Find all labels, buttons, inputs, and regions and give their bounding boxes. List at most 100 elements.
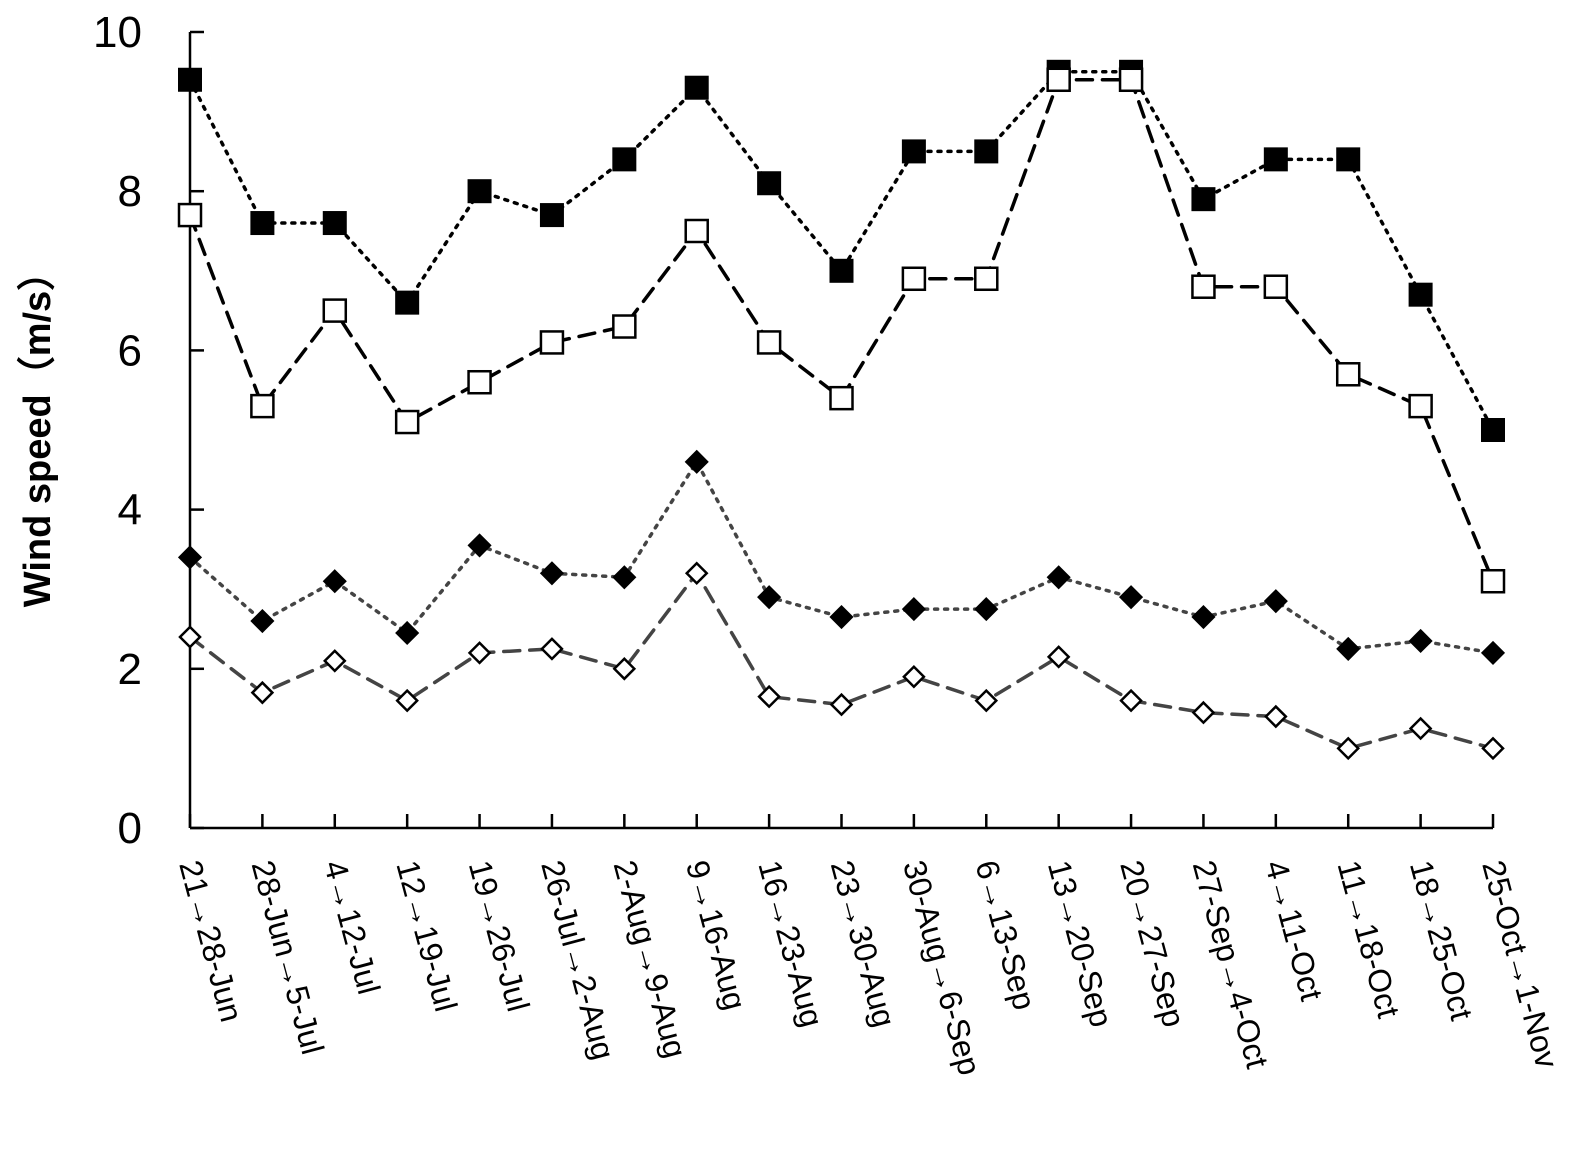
data-point [974, 597, 999, 622]
data-point [178, 625, 202, 649]
x-category-label: 4→12-Jul [317, 856, 387, 998]
data-point [539, 561, 565, 586]
data-point [684, 75, 709, 100]
data-point [829, 385, 854, 411]
y-tick-label: 0 [118, 804, 142, 853]
data-point [757, 171, 782, 196]
data-point [1336, 736, 1360, 761]
x-category-label: 28-Jun→5-Jul [245, 856, 331, 1058]
x-category-label: 16→23-Aug [751, 856, 830, 1030]
data-point [1336, 147, 1361, 172]
axes [188, 30, 1495, 830]
series-2 [177, 67, 1506, 594]
x-category-label: 25-Oct→1-Nov [1475, 856, 1565, 1071]
data-point [1191, 274, 1216, 299]
data-point [1336, 636, 1361, 661]
data-point [177, 545, 203, 570]
data-point [322, 211, 347, 236]
x-category-label: 20→27-Sep [1113, 856, 1192, 1030]
data-point [250, 211, 275, 236]
data-point [684, 218, 709, 244]
data-point [829, 692, 854, 717]
data-point [1191, 604, 1216, 630]
data-point [467, 369, 492, 395]
data-point [612, 657, 637, 681]
data-point [756, 330, 782, 355]
data-point [1408, 393, 1433, 419]
series-layer [177, 59, 1506, 761]
series-line [188, 70, 1495, 432]
data-point [539, 330, 565, 355]
x-category-label: 13→20-Sep [1041, 856, 1120, 1030]
data-point [974, 688, 999, 713]
data-point [1263, 589, 1288, 614]
y-tick-label: 6 [118, 326, 142, 375]
data-point [1481, 736, 1505, 761]
data-point [322, 569, 347, 594]
data-point [901, 597, 926, 622]
data-point [1263, 274, 1289, 299]
data-point [902, 664, 926, 689]
data-point [467, 641, 492, 665]
data-point [1480, 640, 1506, 665]
data-point [612, 565, 637, 590]
data-point [1335, 362, 1361, 387]
data-point [467, 533, 492, 558]
series-1 [178, 59, 1505, 442]
data-point [178, 67, 202, 92]
data-point [1408, 282, 1433, 307]
y-tick-label: 8 [118, 167, 142, 216]
x-category-label: 9→16-Aug [679, 856, 753, 1013]
data-point [1264, 704, 1288, 729]
data-point [1191, 187, 1216, 212]
data-point [467, 179, 492, 204]
x-category-label: 18→25-Oct [1403, 856, 1480, 1023]
series-line [188, 78, 1495, 583]
data-point [1118, 67, 1144, 93]
data-point [395, 290, 420, 315]
x-category-label: 2-Aug→9-Aug [607, 856, 694, 1061]
data-point [539, 203, 564, 228]
data-point [323, 649, 347, 673]
data-point [540, 637, 564, 661]
data-point [757, 585, 782, 610]
data-point [250, 608, 275, 634]
data-point [1481, 418, 1505, 442]
series-line [188, 570, 1495, 751]
x-category-label: 6→13-Sep [969, 856, 1043, 1013]
data-point [322, 298, 348, 323]
y-tick-label: 2 [118, 645, 142, 694]
data-point [394, 409, 420, 435]
data-point [395, 688, 419, 713]
data-point [829, 258, 854, 283]
y-tick-label: 10 [93, 8, 142, 57]
data-point [250, 680, 275, 705]
data-point [684, 561, 709, 586]
x-category-label: 27-Sep→4-Oct [1186, 856, 1276, 1072]
series-4 [178, 561, 1505, 761]
y-axis-title: Wind speed（m/s） [17, 253, 59, 607]
data-point [1408, 628, 1433, 654]
data-point [684, 449, 709, 474]
data-point [974, 266, 999, 292]
data-point [974, 139, 999, 164]
data-point [1119, 688, 1143, 713]
data-point [612, 314, 637, 339]
x-category-label: 11→18-Oct [1330, 856, 1407, 1021]
data-point [1046, 565, 1071, 590]
x-category-label: 4→11-Oct [1258, 856, 1330, 1004]
x-category-label: 26-Jul→2-Aug [534, 856, 622, 1063]
data-point [1263, 147, 1288, 172]
data-point [1480, 568, 1506, 594]
data-point [901, 139, 926, 164]
data-point [901, 266, 927, 292]
y-tick-label: 4 [118, 486, 142, 535]
x-category-label: 23→30-Aug [824, 856, 903, 1030]
data-point [1118, 585, 1144, 610]
x-category-label: 30-Aug→6-Sep [896, 856, 988, 1078]
data-point [250, 393, 275, 419]
x-category-label: 19→26-Jul [462, 856, 537, 1015]
data-point [1046, 67, 1071, 93]
data-point [1191, 700, 1216, 725]
